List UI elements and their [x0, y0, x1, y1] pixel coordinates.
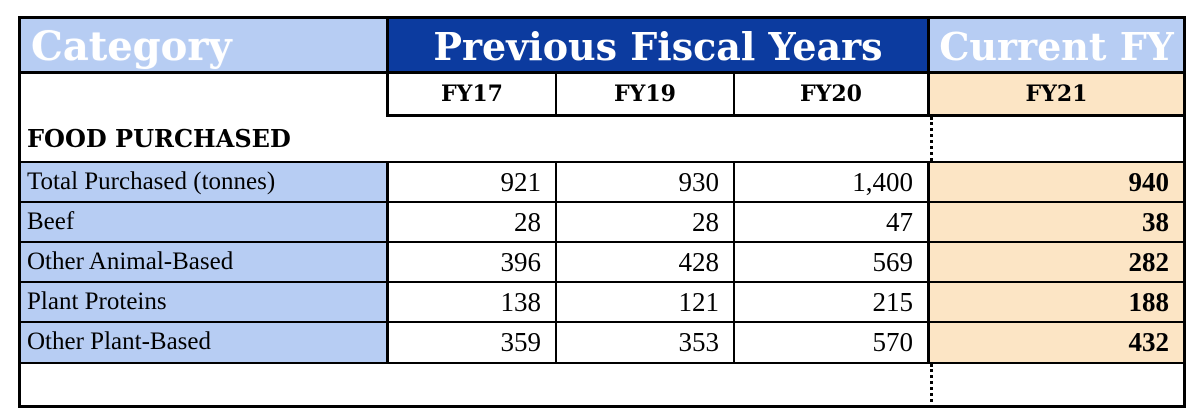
- table-cell: 28: [389, 203, 557, 243]
- table-cell: 930: [557, 161, 735, 203]
- row-label: Beef: [21, 203, 389, 243]
- table-cell-current: 432: [930, 323, 1183, 364]
- year-header-fy21: FY21: [930, 74, 1183, 117]
- year-header-fy20: FY20: [735, 74, 930, 117]
- table-cell-current: 38: [930, 203, 1183, 243]
- table-cell: 569: [735, 243, 930, 283]
- previous-fiscal-years-header: Previous Fiscal Years: [389, 19, 930, 74]
- table-cell-current: 188: [930, 283, 1183, 323]
- current-fy-header: Current FY: [930, 19, 1183, 74]
- table-cell: 1,400: [735, 161, 930, 203]
- category-header: Category: [21, 19, 389, 74]
- food-purchased-table: Category Previous Fiscal Years Current F…: [18, 16, 1186, 408]
- table-cell: 28: [557, 203, 735, 243]
- table-cell: 428: [557, 243, 735, 283]
- row-label: Other Animal-Based: [21, 243, 389, 283]
- table-cell: 396: [389, 243, 557, 283]
- table-cell: 921: [389, 161, 557, 203]
- section-title: FOOD PURCHASED: [27, 124, 291, 153]
- row-label: Other Plant-Based: [21, 323, 389, 364]
- year-header-fy17: FY17: [389, 74, 557, 117]
- table-cell-current: 282: [930, 243, 1183, 283]
- row-label: Total Purchased (tonnes): [21, 161, 389, 203]
- year-row-blank: [21, 74, 389, 117]
- row-label: Plant Proteins: [21, 283, 389, 323]
- table-cell: 121: [557, 283, 735, 323]
- table-cell: 47: [735, 203, 930, 243]
- section-current-blank: [930, 117, 1183, 161]
- table-cell-current: 940: [930, 161, 1183, 203]
- table-cell: 215: [735, 283, 930, 323]
- table-cell: 570: [735, 323, 930, 364]
- table-cell: 353: [557, 323, 735, 364]
- blank-footer-row: [21, 364, 930, 408]
- year-header-fy19: FY19: [557, 74, 735, 117]
- table-cell: 359: [389, 323, 557, 364]
- table-cell: 138: [389, 283, 557, 323]
- blank-footer-current: [930, 364, 1183, 408]
